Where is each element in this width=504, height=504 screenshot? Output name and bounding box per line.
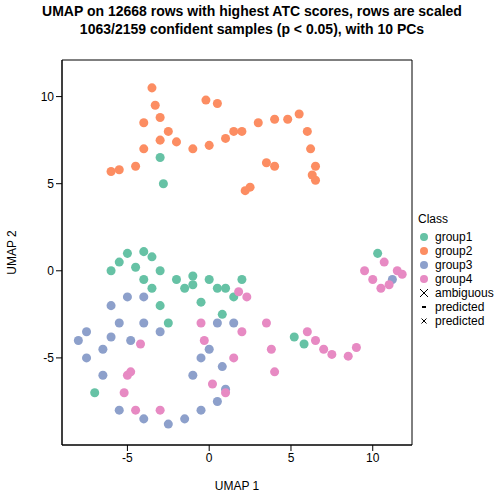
html-text:group3: group3 [435, 258, 473, 272]
html-text:predicted: predicted [435, 300, 485, 314]
html-text:group4: group4 [435, 272, 473, 286]
html-text:ambiguous: ambiguous [435, 286, 494, 300]
html-text:1063/2159 confident samples (p: 1063/2159 confident samples (p < 0.05), … [79, 21, 425, 37]
svg-text:5: 5 [288, 451, 295, 465]
svg-text:5: 5 [47, 177, 54, 191]
svg-text:10: 10 [366, 451, 380, 465]
html-text:group2: group2 [435, 244, 473, 258]
svg-text:0: 0 [206, 451, 213, 465]
svg-text:0: 0 [47, 264, 54, 278]
svg-text:10: 10 [41, 90, 55, 104]
html-text:UMAP on 12668 rows with highes: UMAP on 12668 rows with highest ATC scor… [42, 3, 462, 19]
html-text:Class: Class [418, 212, 448, 226]
svg-text:-5: -5 [43, 351, 54, 365]
html-text:predicted: predicted [435, 314, 485, 328]
svg-text:UMAP 1: UMAP 1 [215, 479, 260, 493]
html-text:group1: group1 [435, 230, 473, 244]
svg-text:UMAP 2: UMAP 2 [8, 230, 19, 275]
svg-text:-5: -5 [122, 451, 133, 465]
